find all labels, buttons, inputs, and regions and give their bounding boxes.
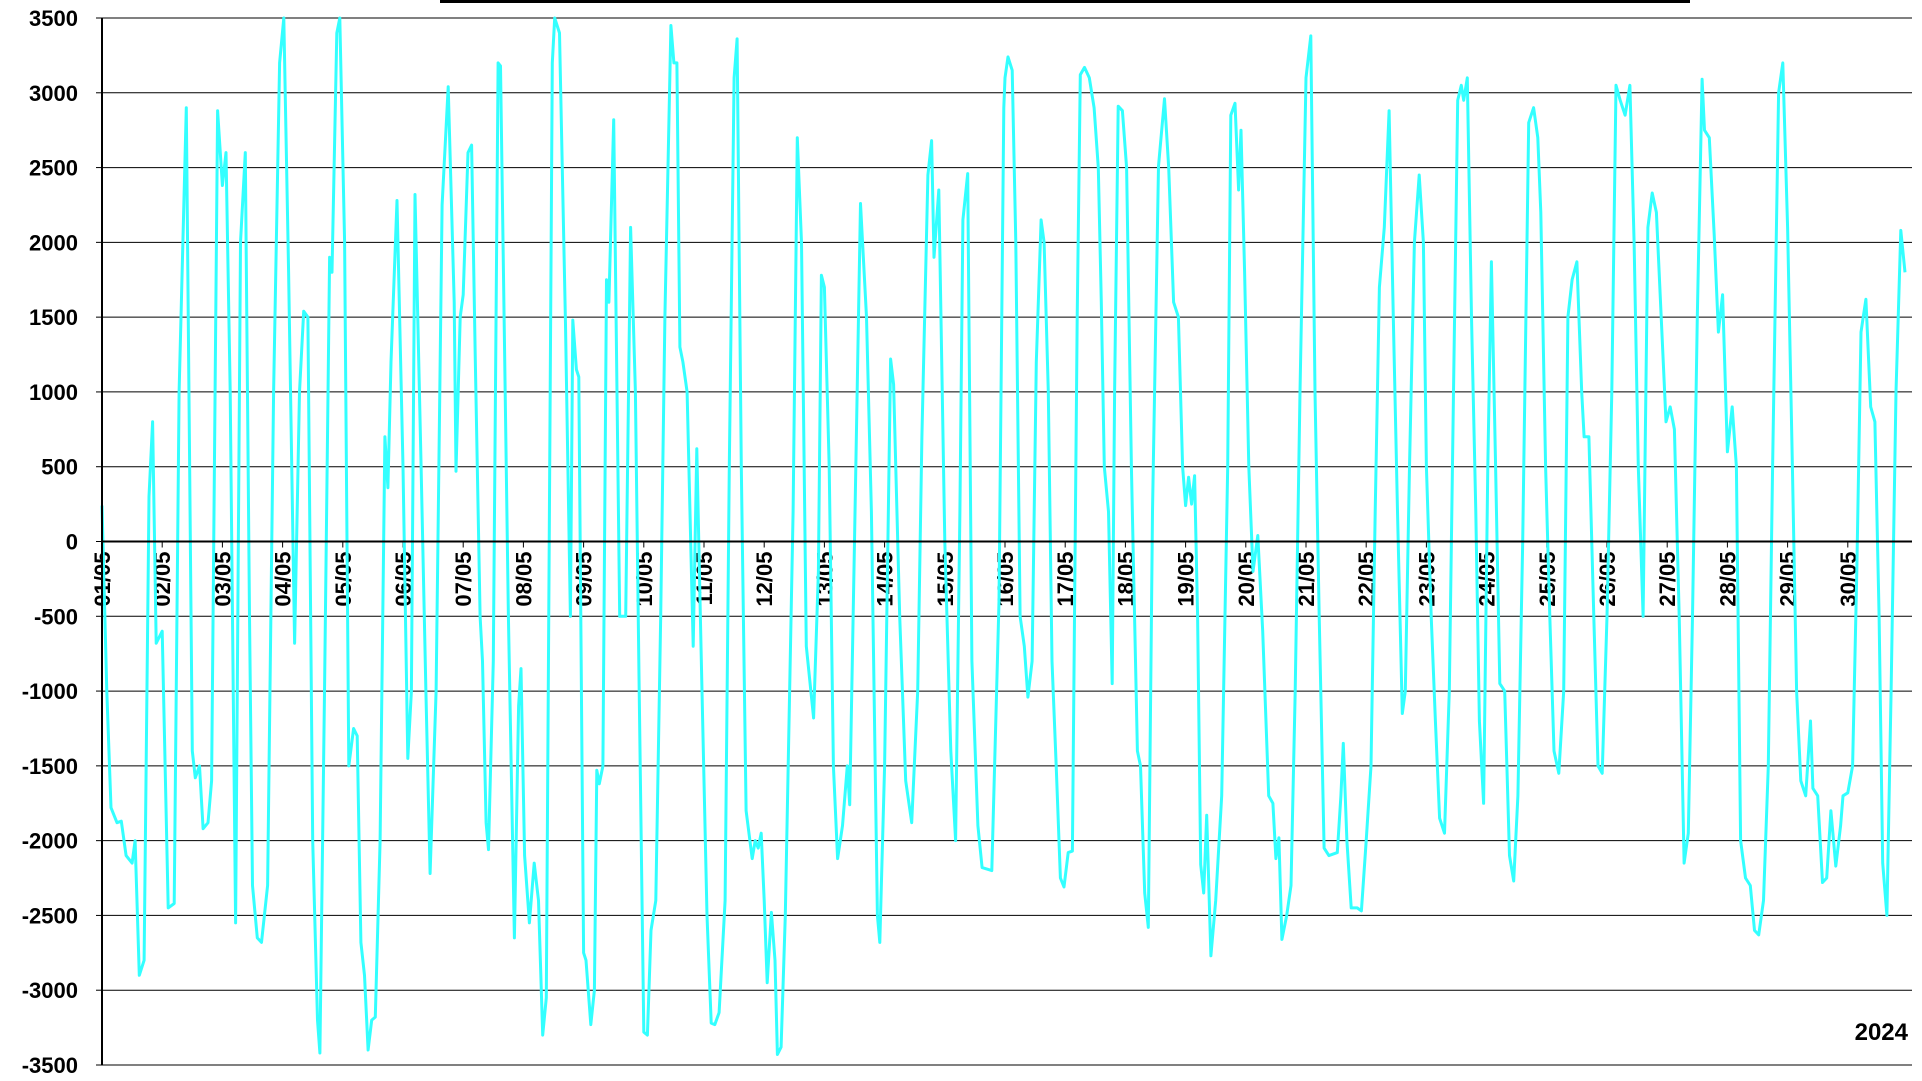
x-tick-label: 09/05 [572, 552, 597, 607]
y-tick-label: 3000 [29, 81, 78, 106]
gridlines [102, 17, 1912, 1066]
x-tick-label: 12/05 [752, 552, 777, 607]
y-tick-label: -1000 [22, 679, 78, 704]
y-tick-label: 1000 [29, 380, 78, 405]
y-tick-label: -1500 [22, 754, 78, 779]
x-tick-label: 10/05 [632, 552, 657, 607]
x-tick-label: 07/05 [451, 552, 476, 607]
x-tick-label: 14/05 [873, 552, 898, 607]
x-tick-label: 27/05 [1655, 552, 1680, 607]
y-tick-label: 500 [41, 455, 78, 480]
year-label: 2024 [1855, 1019, 1909, 1046]
title-bar [440, 0, 1690, 3]
y-tick-label: 0 [66, 530, 78, 555]
y-tick-label: -500 [34, 604, 78, 629]
y-tick-label: 3500 [29, 6, 78, 31]
x-axis-ticks: 01/05 02/05 03/05 04/05 05/05 06/05 07/05 08/05… [90, 541, 1861, 607]
y-tick-label: -2500 [22, 903, 78, 928]
y-tick-label: 2000 [29, 230, 78, 255]
series-line [100, 16, 1907, 1056]
y-tick-label: -3500 [22, 1053, 78, 1078]
x-tick-label: 16/05 [993, 552, 1018, 607]
y-tick-label: 2500 [29, 156, 78, 181]
x-tick-label: 04/05 [271, 552, 296, 607]
y-tick-label: -2000 [22, 829, 78, 854]
x-tick-label: 23/05 [1414, 552, 1439, 607]
y-axis-ticks: -3500 -3000 -2500 -2000 -1500 -1000 -500 0 500 10… [22, 6, 102, 1078]
x-tick-label: 19/05 [1174, 552, 1199, 607]
y-tick-label: -3000 [22, 978, 78, 1003]
x-tick-label: 08/05 [511, 552, 536, 607]
x-tick-label: 05/05 [331, 552, 356, 607]
x-tick-label: 29/05 [1776, 552, 1801, 607]
y-tick-label: 1500 [29, 305, 78, 330]
